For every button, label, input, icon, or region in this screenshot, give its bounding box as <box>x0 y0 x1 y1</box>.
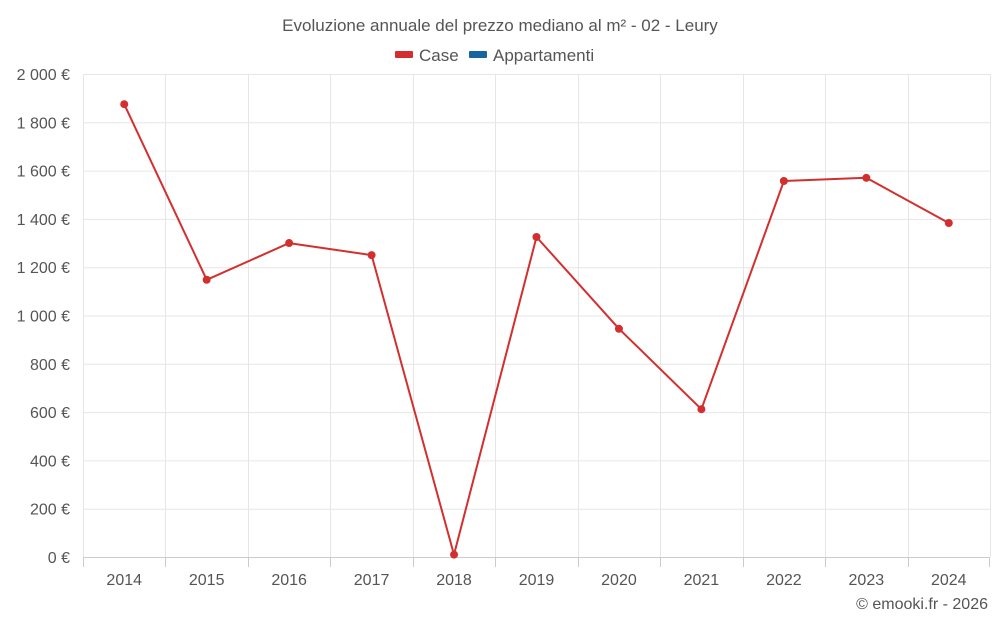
x-tick-label: 2024 <box>931 572 967 589</box>
x-tick-label: 2018 <box>436 572 472 589</box>
legend-swatch-appartamenti <box>469 51 487 58</box>
y-axis: 0 € 200 € 400 € 600 € 800 € 1 000 € 1 200 € 1 4… <box>17 67 70 567</box>
x-tick-label: 2020 <box>601 572 637 589</box>
legend: Case Appartamenti <box>395 46 594 65</box>
y-tick-label: 1 600 € <box>17 164 70 181</box>
x-axis: 2014 2015 2016 2017 2018 2019 2020 2021 2022 2023… <box>83 557 990 589</box>
gridlines <box>83 74 991 557</box>
y-tick-label: 2 000 € <box>17 67 70 84</box>
data-point[interactable] <box>120 100 129 109</box>
legend-label-case: Case <box>419 46 459 65</box>
x-tick-label: 2021 <box>684 572 720 589</box>
y-tick-label: 1 400 € <box>17 212 70 229</box>
data-point[interactable] <box>450 550 459 559</box>
chart-title: Evoluzione annuale del prezzo mediano al… <box>282 16 718 35</box>
x-tick-label: 2019 <box>519 572 555 589</box>
credit-text: © emooki.fr - 2026 <box>856 596 988 613</box>
y-tick-label: 1 200 € <box>17 260 70 277</box>
legend-swatch-case <box>395 51 413 58</box>
data-point[interactable] <box>779 176 788 185</box>
data-point[interactable] <box>202 275 211 284</box>
y-tick-label: 400 € <box>30 453 70 470</box>
data-point[interactable] <box>532 233 541 242</box>
series-case <box>120 100 953 559</box>
y-tick-label: 800 € <box>30 357 70 374</box>
y-tick-label: 200 € <box>30 502 70 519</box>
data-point[interactable] <box>614 324 623 333</box>
x-tick-label: 2014 <box>106 572 142 589</box>
x-tick-label: 2022 <box>766 572 802 589</box>
data-point[interactable] <box>697 405 706 414</box>
legend-item-case[interactable]: Case <box>395 46 459 65</box>
data-point[interactable] <box>944 219 953 228</box>
y-tick-label: 600 € <box>30 405 70 422</box>
x-tick-label: 2017 <box>354 572 390 589</box>
y-tick-label: 1 000 € <box>17 309 70 326</box>
x-tick-label: 2015 <box>189 572 225 589</box>
x-tick-label: 2016 <box>271 572 307 589</box>
data-point[interactable] <box>367 251 376 260</box>
legend-label-appartamenti: Appartamenti <box>493 46 594 65</box>
y-tick-label: 0 € <box>48 550 70 567</box>
legend-item-appartamenti[interactable]: Appartamenti <box>469 46 594 65</box>
x-tick-label: 2023 <box>849 572 885 589</box>
y-tick-label: 1 800 € <box>17 115 70 132</box>
data-point[interactable] <box>862 173 871 182</box>
data-point[interactable] <box>285 239 294 248</box>
